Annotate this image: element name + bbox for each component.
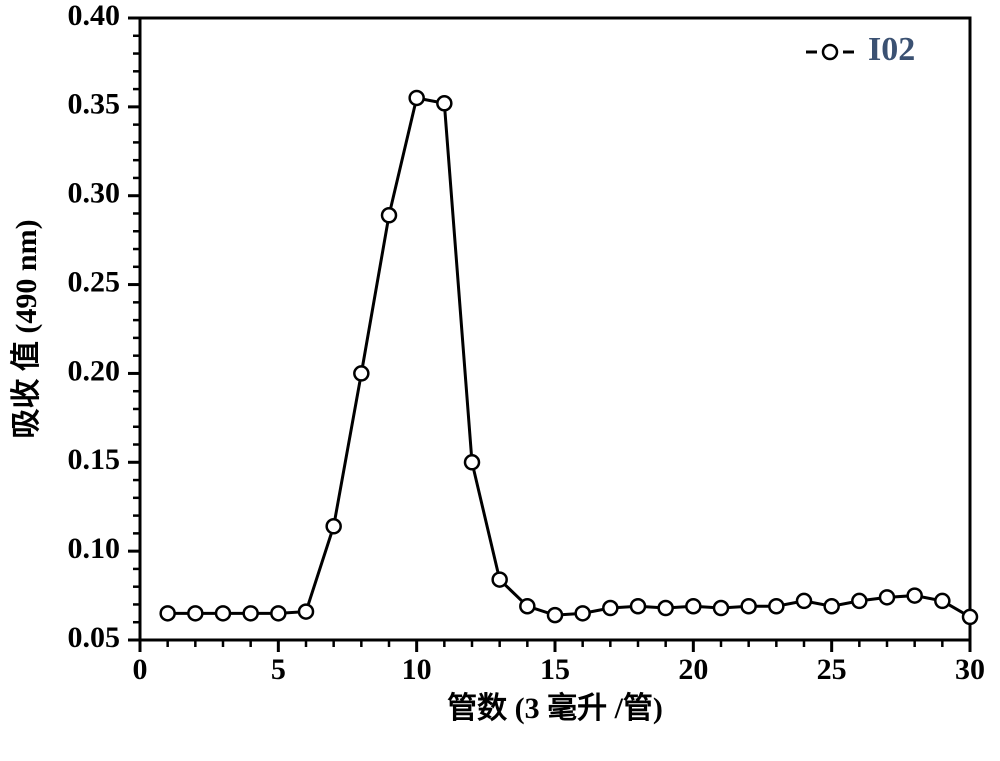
series-marker bbox=[797, 594, 811, 608]
series-marker bbox=[963, 610, 977, 624]
series-marker bbox=[714, 601, 728, 615]
series-marker bbox=[769, 599, 783, 613]
chart-svg: 0 5 10 15 20 25 30 0.05 0.10 0.15 0.20 0.25 0.30 0.35… bbox=[0, 0, 1000, 761]
y-tick-label: 0.20 bbox=[68, 354, 121, 387]
y-tick-label: 0.30 bbox=[68, 177, 121, 210]
series-marker bbox=[935, 594, 949, 608]
x-tick-label: 5 bbox=[271, 653, 286, 686]
legend-label: I02 bbox=[868, 31, 915, 68]
series-marker bbox=[742, 599, 756, 613]
series-marker bbox=[188, 606, 202, 620]
x-tick-label: 30 bbox=[955, 653, 985, 686]
y-tick-label: 0.35 bbox=[68, 88, 121, 121]
legend-marker bbox=[823, 45, 837, 59]
series-marker bbox=[659, 601, 673, 615]
y-tick-label: 0.05 bbox=[68, 621, 121, 654]
series-marker bbox=[327, 519, 341, 533]
series-marker bbox=[244, 606, 258, 620]
series-marker bbox=[825, 599, 839, 613]
y-tick-label: 0.40 bbox=[68, 0, 121, 32]
series-marker bbox=[465, 455, 479, 469]
series-marker bbox=[382, 208, 396, 222]
y-tick-label: 0.10 bbox=[68, 532, 121, 565]
series-marker bbox=[161, 606, 175, 620]
x-tick-label: 0 bbox=[133, 653, 148, 686]
y-axis-title: 吸收 值 (490 nm) bbox=[10, 219, 43, 438]
x-tick-label: 15 bbox=[540, 653, 570, 686]
series-marker bbox=[520, 599, 534, 613]
x-tick-label: 25 bbox=[817, 653, 847, 686]
series-marker bbox=[437, 96, 451, 110]
series-marker bbox=[852, 594, 866, 608]
series-marker bbox=[299, 605, 313, 619]
series-marker bbox=[603, 601, 617, 615]
y-tick-label: 0.25 bbox=[68, 265, 121, 298]
series-marker bbox=[354, 366, 368, 380]
x-axis-title: 管数 (3 毫升 /管) bbox=[447, 691, 663, 725]
y-tick-label: 0.15 bbox=[68, 443, 121, 476]
series-marker bbox=[271, 606, 285, 620]
series-marker bbox=[631, 599, 645, 613]
series-marker bbox=[880, 590, 894, 604]
series-marker bbox=[576, 606, 590, 620]
series-marker bbox=[410, 91, 424, 105]
series-marker bbox=[686, 599, 700, 613]
chart-container: 0 5 10 15 20 25 30 0.05 0.10 0.15 0.20 0.25 0.30 0.35… bbox=[0, 0, 1000, 761]
x-tick-label: 10 bbox=[402, 653, 432, 686]
x-tick-label: 20 bbox=[678, 653, 708, 686]
series-marker bbox=[908, 589, 922, 603]
series-marker bbox=[216, 606, 230, 620]
series-marker bbox=[548, 608, 562, 622]
series-marker bbox=[493, 573, 507, 587]
